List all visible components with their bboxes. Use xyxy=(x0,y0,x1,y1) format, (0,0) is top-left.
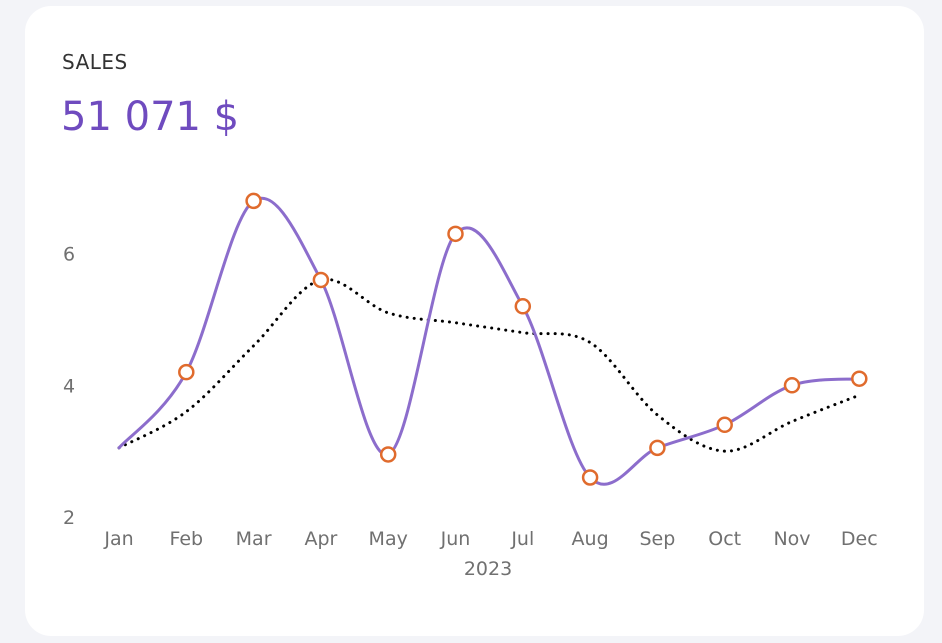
data-point-marker[interactable] xyxy=(716,416,733,434)
y-tick-label: 4 xyxy=(63,375,75,397)
x-tick-label: Sep xyxy=(639,528,675,550)
data-point-marker[interactable] xyxy=(447,225,464,243)
data-point-marker[interactable] xyxy=(178,363,195,381)
data-point-marker[interactable] xyxy=(514,298,532,315)
data-point-marker[interactable] xyxy=(783,377,801,394)
sales-line xyxy=(117,196,861,486)
x-tick-label: Oct xyxy=(708,528,741,550)
sales-total-value: 51 071 $ xyxy=(61,94,240,140)
x-tick-label: Jan xyxy=(103,528,133,550)
x-tick-label: Nov xyxy=(773,528,810,550)
y-tick-label: 2 xyxy=(63,507,75,529)
x-tick-label: Jul xyxy=(510,528,534,550)
trend-line xyxy=(117,277,861,453)
x-tick-label: May xyxy=(369,528,408,550)
x-axis: Jan Feb Mar Apr May Jun Jul Aug Sep Oct Nov Dec xyxy=(103,528,877,550)
x-tick-label: Aug xyxy=(572,528,609,550)
data-point-marker[interactable] xyxy=(851,370,868,387)
x-tick-label: Jun xyxy=(440,528,471,550)
y-tick-label: 6 xyxy=(63,244,75,266)
data-point-marker[interactable] xyxy=(649,439,666,457)
data-point-marker[interactable] xyxy=(379,446,397,463)
data-point-marker[interactable] xyxy=(312,271,330,289)
y-axis: 2 4 6 xyxy=(63,244,75,529)
card-title: SALES xyxy=(62,50,128,74)
x-tick-label: Dec xyxy=(841,528,878,550)
x-axis-title: 2023 xyxy=(464,558,512,580)
x-tick-label: Mar xyxy=(236,528,272,550)
sales-card: SALES 51 071 $ xyxy=(25,6,924,636)
data-point-marker[interactable] xyxy=(581,469,599,486)
data-point-marker[interactable] xyxy=(245,192,262,210)
x-tick-label: Apr xyxy=(304,528,337,550)
chart-series xyxy=(117,192,868,486)
x-tick-label: Feb xyxy=(169,528,203,550)
